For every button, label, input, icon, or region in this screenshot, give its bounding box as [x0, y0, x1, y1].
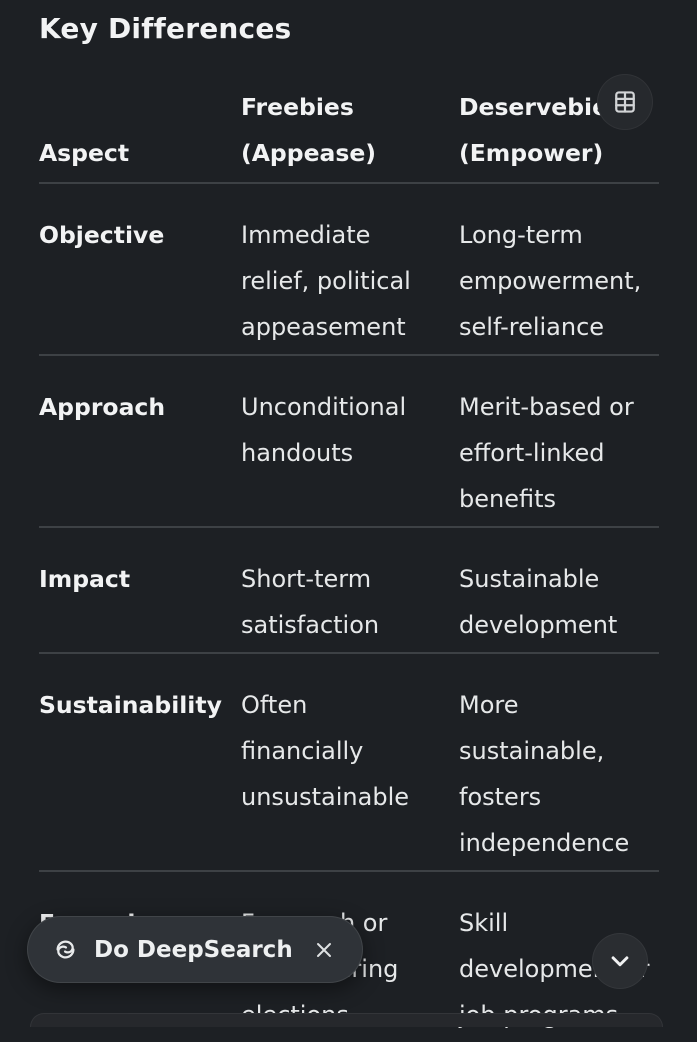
scroll-to-bottom-button[interactable]: [592, 933, 648, 989]
message-input-bar[interactable]: [30, 1013, 663, 1027]
deepsearch-spiral-icon: [52, 936, 79, 963]
column-header-freebies: Freebies (Appease): [241, 93, 377, 167]
row-aspect-label: Approach: [39, 393, 166, 421]
table-view-button[interactable]: [597, 74, 653, 130]
table-header-row: Aspect Freebies (Appease) Deservebies (E…: [39, 45, 659, 184]
chat-answer-panel: Key Differences Aspect Freebies (Appease…: [39, 12, 659, 1042]
deepsearch-label: Do DeepSearch: [94, 936, 293, 963]
deservebies-cell: Merit-based or effort-linked benefits: [459, 393, 634, 513]
table-row: Objective Immediate relief, political ap…: [39, 184, 659, 356]
column-header-deservebies: Deservebies (Empower): [459, 93, 623, 167]
close-x-icon: [312, 938, 336, 962]
table-row: Approach Unconditional handouts Merit-ba…: [39, 356, 659, 528]
deservebies-cell: Long-term empowerment, self-reliance: [459, 221, 642, 341]
row-aspect-label: Sustainability: [39, 691, 222, 719]
deservebies-cell: More sustainable, fosters independence: [459, 691, 630, 857]
table-grid-icon: [611, 88, 639, 116]
row-aspect-label: Impact: [39, 565, 131, 593]
page-title: Key Differences: [39, 12, 292, 45]
freebies-cell: Short-term satisfaction: [241, 565, 380, 639]
deservebies-cell: Sustainable development: [459, 565, 618, 639]
freebies-cell: Unconditional handouts: [241, 393, 407, 467]
key-differences-table: Aspect Freebies (Appease) Deservebies (E…: [39, 45, 659, 1042]
table-row: Impact Short-term satisfaction Sustainab…: [39, 528, 659, 654]
chevron-down-icon: [605, 946, 635, 976]
freebies-cell: Immediate relief, political appeasement: [241, 221, 411, 341]
column-header-aspect: Aspect: [39, 139, 130, 167]
deepsearch-suggestion-pill[interactable]: Do DeepSearch: [27, 916, 363, 983]
row-aspect-label: Objective: [39, 221, 165, 249]
freebies-cell: Often financially unsustainable: [241, 691, 410, 811]
dismiss-deepsearch-button[interactable]: [312, 938, 336, 962]
table-row: Sustainability Often financially unsusta…: [39, 654, 659, 872]
